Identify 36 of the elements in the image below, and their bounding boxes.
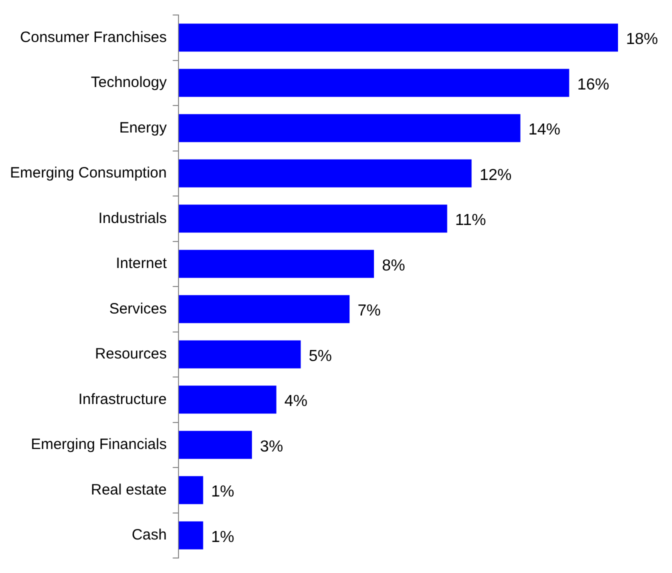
data-label: 8% xyxy=(382,257,406,274)
data-label: 3% xyxy=(260,438,284,456)
data-label: 4% xyxy=(284,393,308,410)
bar xyxy=(178,114,520,142)
data-label: 7% xyxy=(358,302,381,320)
y-tick-label: Emerging Financials xyxy=(30,436,167,454)
data-label: 12% xyxy=(480,166,512,184)
y-tick-label: Consumer Franchises xyxy=(20,28,167,46)
bar xyxy=(178,476,204,504)
bar xyxy=(178,204,448,233)
y-tick-label: Services xyxy=(109,300,167,318)
bar xyxy=(178,24,618,52)
bar xyxy=(178,295,350,324)
y-tick-label: Real estate xyxy=(90,481,167,498)
bar xyxy=(178,159,472,188)
data-label: 18% xyxy=(626,31,658,48)
bar xyxy=(178,521,204,550)
bar xyxy=(178,386,276,414)
y-tick-label: Industrials xyxy=(98,210,167,227)
bar xyxy=(178,340,301,368)
data-label: 5% xyxy=(308,348,332,365)
y-tick-label: Infrastructure xyxy=(78,390,167,408)
data-label: 14% xyxy=(528,122,560,139)
y-tick-label: Emerging Consumption xyxy=(10,164,167,182)
y-tick-label: Resources xyxy=(95,346,167,363)
data-label: 11% xyxy=(455,212,486,230)
y-tick-label: Technology xyxy=(90,74,168,92)
bar xyxy=(178,250,374,278)
data-label: 1% xyxy=(211,484,234,501)
bar xyxy=(178,430,252,459)
data-label: 1% xyxy=(211,528,234,546)
bar xyxy=(178,68,570,97)
y-tick-label: Energy xyxy=(119,119,168,136)
data-label: 16% xyxy=(577,76,610,94)
y-tick-label: Cash xyxy=(132,526,167,544)
y-tick-label: Internet xyxy=(116,255,168,272)
